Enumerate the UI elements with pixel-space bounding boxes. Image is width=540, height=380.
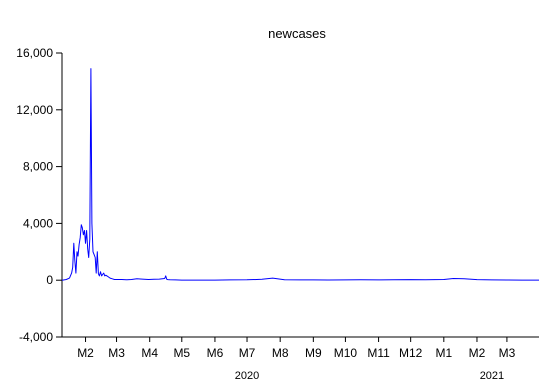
x-tick-label: M4 [141,346,158,360]
x-tick-label: M11 [367,346,390,360]
x-tick-label: M1 [435,346,452,360]
x-year-label: 2021 [480,370,504,380]
x-tick-label: M2 [469,346,486,360]
plot-frame [61,53,539,338]
y-axis: 16,000 12,000 8,000 4,000 0 -4,000 [16,46,62,344]
y-tick-label: -4,000 [19,330,53,344]
y-tick-label: 12,000 [16,103,53,117]
x-tick-label: M5 [173,346,190,360]
series-group [61,68,539,281]
x-tick-label: M8 [272,346,289,360]
x-tick-label: M9 [305,346,322,360]
x-tick-label: M7 [239,346,256,360]
x-tick-label: M2 [77,346,94,360]
y-tick-label: 0 [46,273,53,287]
x-tick-label: M3 [108,346,125,360]
chart-title: newcases [268,26,326,41]
series-line [61,68,539,281]
x-axis: M2 M3 M4 M5 M6 M7 M8 M9 M10 M11 M12 M1 M2 M3 2020 2021 [77,337,516,380]
y-tick-label: 4,000 [23,216,53,230]
x-tick-label: M10 [334,346,358,360]
x-tick-label: M6 [207,346,224,360]
y-tick-label: 8,000 [23,160,53,174]
x-tick-label: M3 [499,346,516,360]
y-tick-label: 16,000 [16,46,53,60]
x-year-label: 2020 [235,370,259,380]
x-tick-label: M12 [399,346,423,360]
